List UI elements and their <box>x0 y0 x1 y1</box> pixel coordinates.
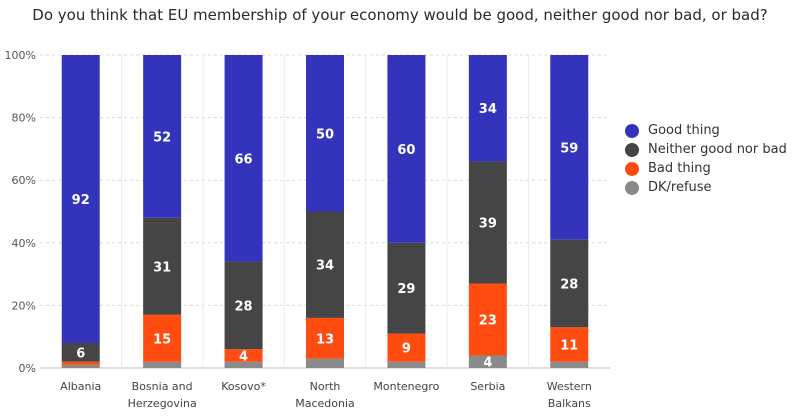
data-label: 29 <box>397 282 415 297</box>
bar-segment-dk-refuse <box>143 361 182 368</box>
data-label: 15 <box>153 332 171 347</box>
bar-segment-neither-good-nor-bad <box>143 217 182 315</box>
legend-label: Bad thing <box>648 161 711 176</box>
bar-segment-good-thing <box>387 55 426 243</box>
bar-segment-good-thing <box>306 55 344 212</box>
x-tick-label: Montenegro <box>373 380 439 393</box>
data-label: 6 <box>76 346 85 361</box>
data-label: 31 <box>153 260 171 275</box>
bar-segment-good-thing <box>143 55 182 218</box>
x-tick-label: Western Balkans <box>547 380 592 410</box>
data-label: 34 <box>316 259 334 274</box>
bar-segment-neither-good-nor-bad <box>61 342 100 362</box>
bar-segment-bad-thing <box>61 361 100 365</box>
data-label: 9 <box>402 342 411 357</box>
bar-segment-bad-thing <box>387 333 426 362</box>
y-tick-label: 20% <box>12 299 36 312</box>
data-label: 4 <box>483 356 492 371</box>
x-tick-label: Serbia <box>470 380 505 393</box>
chart-title: Do you think that EU membership of your … <box>32 6 768 24</box>
legend-swatch <box>625 180 639 195</box>
y-tick-label: 0% <box>19 362 36 375</box>
legend-swatch <box>625 161 639 176</box>
bar-segment-dk-refuse <box>306 358 344 368</box>
legend-label: DK/refuse <box>648 180 712 195</box>
y-tick-label: 100% <box>5 49 36 62</box>
data-label: 13 <box>316 332 334 347</box>
bar-segment-neither-good-nor-bad <box>387 242 426 334</box>
x-tick-label: Kosovo* <box>221 380 266 393</box>
legend-item: Good thing <box>625 121 787 140</box>
data-label: 92 <box>72 193 90 208</box>
y-tick-label: 40% <box>12 237 36 250</box>
legend-label: Good thing <box>648 123 720 138</box>
legend-item: Bad thing <box>625 159 787 178</box>
bar-segment-good-thing <box>224 55 263 262</box>
legend-label: Neither good nor bad <box>648 142 787 157</box>
data-label: 66 <box>235 152 253 167</box>
data-label: 50 <box>316 127 334 142</box>
bar-segment-neither-good-nor-bad <box>468 161 507 284</box>
x-tick-label: Bosnia and Herzegovina <box>128 380 197 410</box>
bar-segment-good-thing <box>468 55 507 162</box>
bar-segment-bad-thing <box>143 314 182 362</box>
bar-segment-neither-good-nor-bad <box>550 239 589 328</box>
legend-item: Neither good nor bad <box>625 140 787 159</box>
bar-segment-bad-thing <box>224 349 263 362</box>
x-tick-label: Albania <box>60 380 101 393</box>
legend-item: DK/refuse <box>625 178 787 197</box>
data-label: 23 <box>479 313 497 328</box>
bar-segment-dk-refuse <box>224 361 263 368</box>
legend-swatch <box>625 123 639 138</box>
data-label: 39 <box>479 216 497 231</box>
data-label: 60 <box>397 143 415 158</box>
bar-segment-bad-thing <box>468 283 507 356</box>
bar-segment-dk-refuse <box>468 355 507 368</box>
data-label: 28 <box>560 277 578 292</box>
data-label: 52 <box>153 130 171 145</box>
bar-segment-bad-thing <box>306 317 344 359</box>
data-label: 4 <box>239 349 248 364</box>
data-label: 28 <box>235 299 253 314</box>
legend-swatch <box>625 142 639 157</box>
chart-legend: Good thing Neither good nor bad Bad thing D… <box>625 121 787 197</box>
bar-segment-dk-refuse <box>550 361 589 368</box>
bar-segment-neither-good-nor-bad <box>224 261 263 350</box>
x-tick-label: North Macedonia <box>295 380 355 410</box>
y-tick-label: 80% <box>12 112 36 125</box>
bar-segment-neither-good-nor-bad <box>306 211 344 318</box>
data-label: 11 <box>560 339 578 354</box>
y-tick-label: 60% <box>12 174 36 187</box>
bar-segment-dk-refuse <box>61 364 100 368</box>
data-label: 34 <box>479 102 497 117</box>
bar-segment-good-thing <box>61 55 100 343</box>
bar-segment-bad-thing <box>550 327 589 362</box>
data-label: 59 <box>560 141 578 156</box>
bar-segment-good-thing <box>550 55 589 240</box>
bar-segment-dk-refuse <box>387 361 426 368</box>
